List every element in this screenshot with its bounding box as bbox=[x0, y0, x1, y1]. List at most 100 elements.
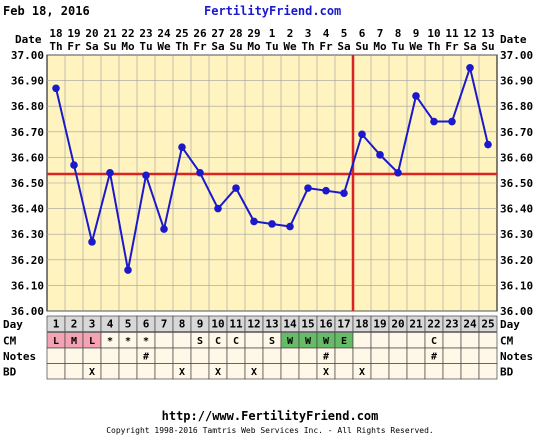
day-cell-value: 7 bbox=[161, 318, 168, 331]
y-tick-label-right: 36.60 bbox=[500, 151, 533, 164]
temperature-point bbox=[232, 184, 240, 192]
weekday-label: Th bbox=[175, 40, 188, 53]
y-tick-label-right: 36.80 bbox=[500, 100, 533, 113]
y-tick-label-left: 37.00 bbox=[11, 49, 44, 62]
weekday-label: Sa bbox=[85, 40, 98, 53]
temperature-point bbox=[376, 151, 384, 159]
day-cell-value: 3 bbox=[89, 318, 96, 331]
y-tick-label-right: 36.10 bbox=[500, 279, 533, 292]
date-label: 23 bbox=[139, 27, 152, 40]
bd-cell bbox=[100, 363, 120, 380]
cm-row-label: CM bbox=[3, 335, 17, 348]
notes-cell bbox=[172, 347, 192, 364]
notes-cell bbox=[100, 347, 120, 364]
y-tick-label-left: 36.20 bbox=[11, 254, 44, 267]
notes-cell bbox=[208, 347, 228, 364]
date-label: 28 bbox=[229, 27, 242, 40]
temperature-point bbox=[412, 92, 420, 100]
weekday-label: Sa bbox=[463, 40, 476, 53]
notes-cell bbox=[442, 347, 462, 364]
weekday-label: Su bbox=[481, 40, 494, 53]
y-tick-label-right: 36.90 bbox=[500, 75, 533, 88]
notes-cell bbox=[298, 347, 318, 364]
notes-row-label-right: Notes bbox=[500, 350, 533, 363]
bd-cell bbox=[46, 363, 66, 380]
bd-cell-value: X bbox=[323, 367, 329, 378]
bd-cell-value: X bbox=[251, 367, 257, 378]
date-label: 1 bbox=[269, 27, 276, 40]
cm-cell bbox=[352, 332, 372, 349]
y-tick-label-left: 36.70 bbox=[11, 126, 44, 139]
weekday-label: Tu bbox=[265, 40, 278, 53]
notes-cell bbox=[226, 347, 246, 364]
notes-cell bbox=[46, 347, 66, 364]
cm-cell-value: W bbox=[305, 336, 312, 347]
date-label: 24 bbox=[157, 27, 171, 40]
y-tick-label-right: 36.20 bbox=[500, 254, 533, 267]
weekday-label: Sa bbox=[337, 40, 350, 53]
day-cell-value: 25 bbox=[481, 318, 494, 331]
bd-cell-value: X bbox=[179, 367, 185, 378]
notes-cell bbox=[64, 347, 84, 364]
temperature-point bbox=[484, 140, 492, 149]
y-tick-label-right: 36.30 bbox=[500, 228, 533, 241]
temperature-point bbox=[340, 189, 348, 198]
y-tick-label-left: 36.50 bbox=[11, 177, 44, 190]
cm-cell-value: S bbox=[197, 336, 203, 347]
day-cell-value: 18 bbox=[355, 318, 368, 331]
date-label: 18 bbox=[49, 27, 62, 40]
cm-cell-value: C bbox=[215, 336, 221, 347]
day-cell-value: 4 bbox=[107, 318, 114, 331]
temperature-point bbox=[88, 238, 96, 246]
date-label: 11 bbox=[445, 27, 459, 40]
bd-cell bbox=[370, 363, 390, 380]
bd-cell bbox=[226, 363, 246, 380]
notes-cell bbox=[334, 347, 354, 364]
cm-cell bbox=[370, 332, 390, 349]
temperature-point bbox=[196, 168, 204, 177]
bd-cell bbox=[190, 363, 210, 380]
weekday-label: We bbox=[283, 40, 297, 53]
temperature-point bbox=[178, 143, 186, 151]
bd-cell bbox=[64, 363, 84, 380]
cm-cell-value: W bbox=[287, 336, 294, 347]
cm-cell-value: E bbox=[341, 336, 347, 347]
y-tick-label-right: 36.50 bbox=[500, 177, 533, 190]
cm-cell-value: S bbox=[269, 336, 275, 347]
notes-row-label: Notes bbox=[3, 350, 36, 363]
bd-cell-value: X bbox=[359, 367, 365, 378]
day-cell-value: 20 bbox=[391, 318, 404, 331]
notes-cell bbox=[262, 347, 282, 364]
bd-cell bbox=[406, 363, 426, 380]
cm-cell bbox=[442, 332, 462, 349]
day-cell-value: 19 bbox=[373, 318, 386, 331]
bd-row-label: BD bbox=[3, 366, 17, 379]
notes-cell bbox=[352, 347, 372, 364]
date-label: 21 bbox=[103, 27, 117, 40]
temperature-point bbox=[70, 161, 78, 169]
day-cell-value: 23 bbox=[445, 318, 458, 331]
date-label: 26 bbox=[193, 27, 207, 40]
temperature-point bbox=[466, 64, 474, 72]
date-label: 29 bbox=[247, 27, 260, 40]
date-label: 27 bbox=[211, 27, 224, 40]
notes-cell bbox=[388, 347, 408, 364]
weekday-label: Th bbox=[49, 40, 62, 53]
date-label: 25 bbox=[175, 27, 188, 40]
date-label: 8 bbox=[395, 27, 402, 40]
weekday-label: Fr bbox=[445, 40, 459, 53]
date-row-label: Date bbox=[15, 33, 42, 46]
day-cell-value: 12 bbox=[247, 318, 260, 331]
weekday-label: Mo bbox=[247, 40, 261, 53]
bd-cell bbox=[478, 363, 498, 380]
bd-cell bbox=[298, 363, 318, 380]
footer-url[interactable]: http://www.FertilityFriend.com bbox=[162, 409, 379, 423]
footer-copyright: Copyright 1998-2016 Tamtris Web Services… bbox=[106, 426, 434, 435]
date-label: 20 bbox=[85, 27, 98, 40]
day-cell-value: 13 bbox=[265, 318, 278, 331]
y-tick-label-left: 36.10 bbox=[11, 279, 44, 292]
temperature-point bbox=[214, 204, 222, 213]
bd-cell bbox=[424, 363, 444, 380]
cm-cell bbox=[244, 332, 264, 349]
